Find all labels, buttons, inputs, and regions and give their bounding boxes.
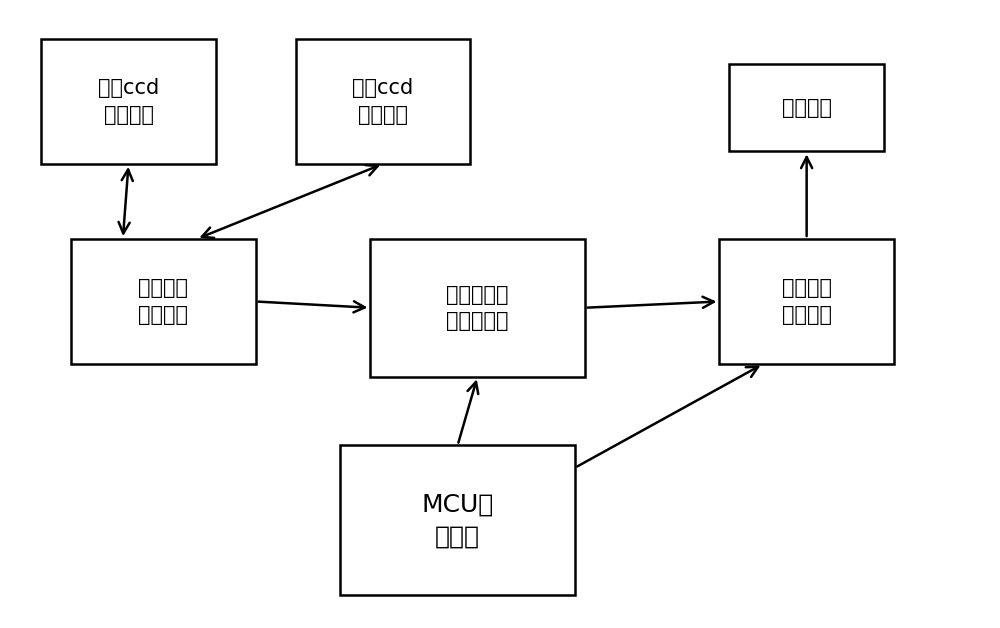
Text: 彩色ccd
感光元件: 彩色ccd 感光元件 (98, 78, 159, 124)
Bar (41, 39, 216, 164)
Text: MCU控
制芯片: MCU控 制芯片 (421, 492, 494, 548)
Text: 黑白ccd
感光元件: 黑白ccd 感光元件 (352, 78, 413, 124)
Bar (296, 39, 470, 164)
Text: 图像信息
采集模块: 图像信息 采集模块 (138, 278, 188, 325)
Bar (340, 445, 575, 595)
Bar (370, 239, 585, 377)
Text: 图像信息分
析处理模块: 图像信息分 析处理模块 (446, 284, 509, 331)
Bar (729, 64, 884, 151)
Text: 图文报告: 图文报告 (782, 98, 832, 117)
Text: 图像信息
输出模块: 图像信息 输出模块 (782, 278, 832, 325)
Bar (71, 239, 256, 364)
Bar (719, 239, 894, 364)
